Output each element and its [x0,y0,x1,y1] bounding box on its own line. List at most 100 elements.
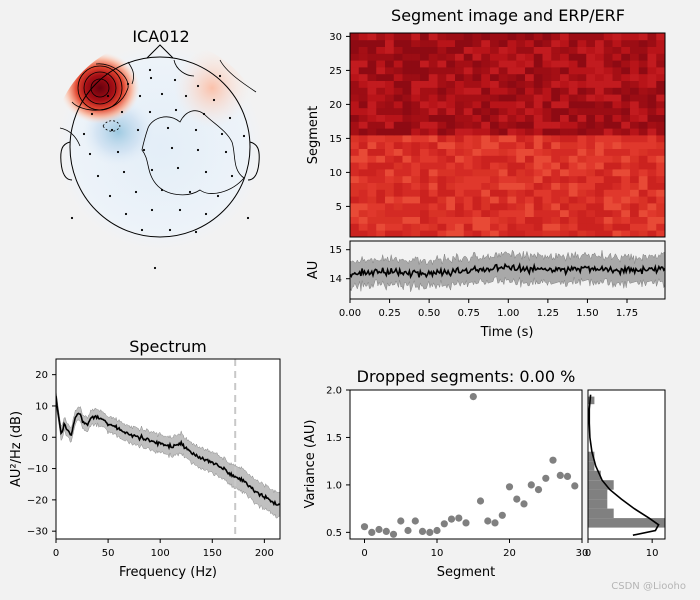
segment-cell [603,169,614,177]
segment-cell [516,33,526,41]
segment-cell [586,182,596,190]
segment-cell [402,148,412,156]
segment-cell [498,135,509,143]
variance-point [534,486,543,494]
segment-cell [612,216,622,224]
segment-cell [542,216,552,224]
segment-cell [472,67,482,75]
segment-cell [420,53,430,61]
segment-cell [481,169,491,177]
segment-cell [472,216,482,224]
segment-cell [525,128,535,136]
segment-cell [603,175,614,183]
segment-cell [533,148,544,156]
segment-cell [446,148,456,156]
segment-cell [638,175,649,183]
segment-cell [525,148,535,156]
segment-cell [638,67,649,75]
segment-cell [516,53,526,61]
segment-cell [542,107,552,115]
segment-cell [638,94,649,102]
segment-cell [516,230,526,237]
segment-cell [525,94,535,102]
segment-cell [385,114,395,122]
segment-cell [376,33,386,41]
variance-point [440,520,448,528]
segment-cell [542,155,552,163]
segment-cell [428,67,439,75]
segment-cell [420,128,430,136]
segment-cell [428,121,439,129]
segment-cell [595,209,605,217]
segment-cell [612,175,622,183]
segment-cell [455,223,465,231]
segment-cell [498,169,509,177]
segment-cell [656,101,665,109]
segment-cell [498,182,509,190]
segment-cell [595,182,605,190]
segment-cell [647,169,657,177]
segment-cell [638,53,649,61]
segment-cell [385,189,395,197]
segment-cell [350,155,360,163]
segment-cell [568,169,579,177]
segment-cell [385,80,395,88]
segment-cell [525,87,535,95]
segment-cell [481,121,491,129]
segment-cell [428,128,439,136]
segment-cell [560,87,570,95]
segment-cell [542,175,552,183]
variance-point [549,456,557,464]
segment-cell [507,169,517,177]
segment-cell [481,216,491,224]
segment-cell [498,101,509,109]
segment-cell [376,101,386,109]
segment-cell [437,175,447,183]
segment-cell [420,94,430,102]
variance-xaxis: 0 10 20 30 [361,539,588,559]
segment-cell [595,67,605,75]
segment-cell [481,94,491,102]
segment-cell [420,148,430,156]
segment-cell [577,189,587,197]
segment-cell [612,209,622,217]
segment-cell [437,141,447,149]
spectrum-title: Spectrum [129,337,207,356]
segment-cell [560,73,570,81]
segment-cell [350,230,360,237]
histogram-bar [588,396,595,405]
segment-cell [481,67,491,75]
segment-cell [402,209,412,217]
segment-cell [603,182,614,190]
segment-cell [446,128,456,136]
segment-cell [437,223,447,231]
segment-cell [533,128,544,136]
segment-cell [656,209,665,217]
segment-cell [437,67,447,75]
sensor-dot [178,208,182,212]
erp-xtick-label: 1.75 [616,308,638,319]
segment-cell [437,87,447,95]
segment-cell [586,155,596,163]
segment-cell [586,196,596,204]
segment-cell [481,73,491,81]
segment-cell [367,121,377,129]
variance-panel: Dropped segments: 0.00 % 0.5 1.0 1.5 2.0 0 1… [303,367,588,580]
segment-cell [656,53,665,61]
segment-cell [490,148,500,156]
segment-cell [490,87,500,95]
segment-cell [507,230,517,237]
segment-cell [603,155,614,163]
segment-cell [533,33,544,41]
segment-cell [411,101,421,109]
segment-cell [621,189,631,197]
segment-cell [603,141,614,149]
segment-cell [568,182,579,190]
segment-cell [586,101,596,109]
segment-cell [516,94,526,102]
segment-cell [411,46,421,54]
segment-cell [402,162,412,170]
spectrum-yaxis: −30 −20 −10 0 10 20 [27,370,56,538]
segment-cell [367,189,377,197]
